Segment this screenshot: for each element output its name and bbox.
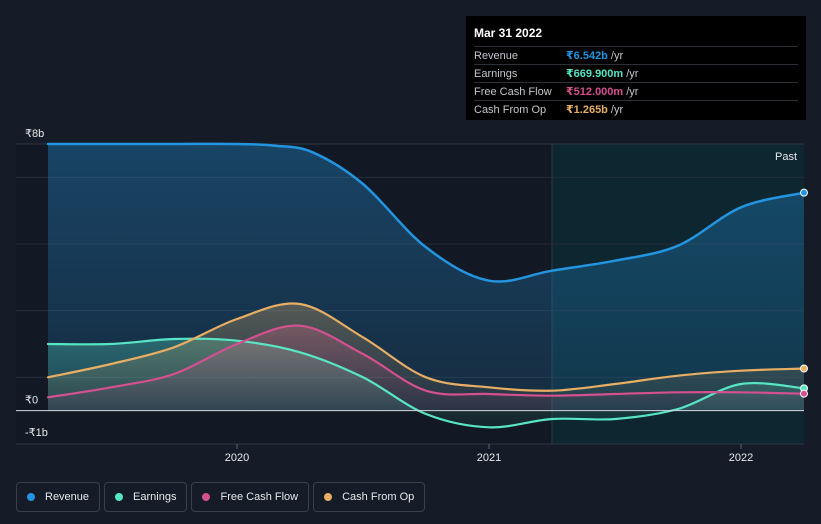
y-tick-label: ₹8b bbox=[25, 128, 44, 140]
legend-dot-icon bbox=[324, 493, 333, 501]
tooltip-label: Free Cash Flow bbox=[474, 85, 552, 98]
revenue-end-marker bbox=[800, 188, 808, 197]
tooltip-value: ₹1.265b bbox=[566, 104, 608, 116]
legend-dot-icon bbox=[27, 493, 35, 501]
tooltip-date: Mar 31 2022 bbox=[474, 26, 543, 40]
chart-legend: Revenue Earnings Free Cash Flow Cash Fro… bbox=[16, 482, 426, 512]
tooltip-label: Revenue bbox=[474, 49, 519, 62]
legend-item-free-cash-flow[interactable]: Free Cash Flow bbox=[191, 482, 310, 512]
free-cash-flow-line bbox=[46, 324, 806, 399]
tooltip-value: ₹512.000m bbox=[566, 86, 624, 98]
tooltip-value: ₹669.900m bbox=[566, 68, 624, 80]
tooltip-label: Earnings bbox=[474, 67, 518, 80]
legend-label: Earnings bbox=[133, 491, 177, 503]
x-tick-label: 2022 bbox=[729, 452, 753, 464]
x-tick-label: 2020 bbox=[225, 452, 249, 464]
legend-label: Revenue bbox=[45, 491, 90, 503]
legend-label: Free Cash Flow bbox=[220, 491, 299, 503]
tooltip-label: Cash From Op bbox=[474, 103, 547, 116]
tooltip-row-earnings: Earnings ₹669.900m /yr bbox=[474, 64, 798, 82]
legend-item-earnings[interactable]: Earnings bbox=[104, 482, 188, 512]
tooltip-panel: Mar 31 2022 Revenue ₹6.542b /yr Earnings… bbox=[466, 16, 806, 120]
tooltip-row-cash-from-op: Cash From Op ₹1.265b /yr bbox=[474, 100, 798, 118]
y-tick-label: ₹0 bbox=[25, 395, 38, 407]
legend-label: Cash From Op bbox=[342, 491, 415, 503]
earnings-line bbox=[46, 337, 806, 429]
cash-from-op-end-marker bbox=[800, 364, 808, 373]
legend-item-revenue[interactable]: Revenue bbox=[16, 482, 101, 512]
tooltip-unit: /yr bbox=[626, 85, 639, 98]
tooltip-unit: /yr bbox=[610, 103, 624, 116]
free-cash-flow-end-marker bbox=[800, 389, 808, 398]
tooltip-row-revenue: Revenue ₹6.542b /yr bbox=[474, 46, 798, 64]
tooltip-unit: /yr bbox=[610, 49, 624, 62]
y-tick-label: -₹1b bbox=[25, 427, 48, 439]
tooltip-unit: /yr bbox=[626, 67, 639, 80]
tooltip-value: ₹6.542b bbox=[566, 50, 608, 62]
cash-from-op-area bbox=[48, 303, 804, 411]
x-tick-label: 2021 bbox=[477, 452, 501, 464]
legend-dot-icon bbox=[115, 493, 124, 501]
cash-from-op-line bbox=[46, 302, 806, 392]
tooltip-row-free-cash-flow: Free Cash Flow ₹512.000m /yr bbox=[474, 82, 798, 100]
legend-item-cash-from-op[interactable]: Cash From Op bbox=[313, 482, 426, 512]
revenue-line bbox=[46, 142, 806, 283]
past-label: Past bbox=[775, 151, 797, 163]
legend-dot-icon bbox=[202, 493, 211, 501]
